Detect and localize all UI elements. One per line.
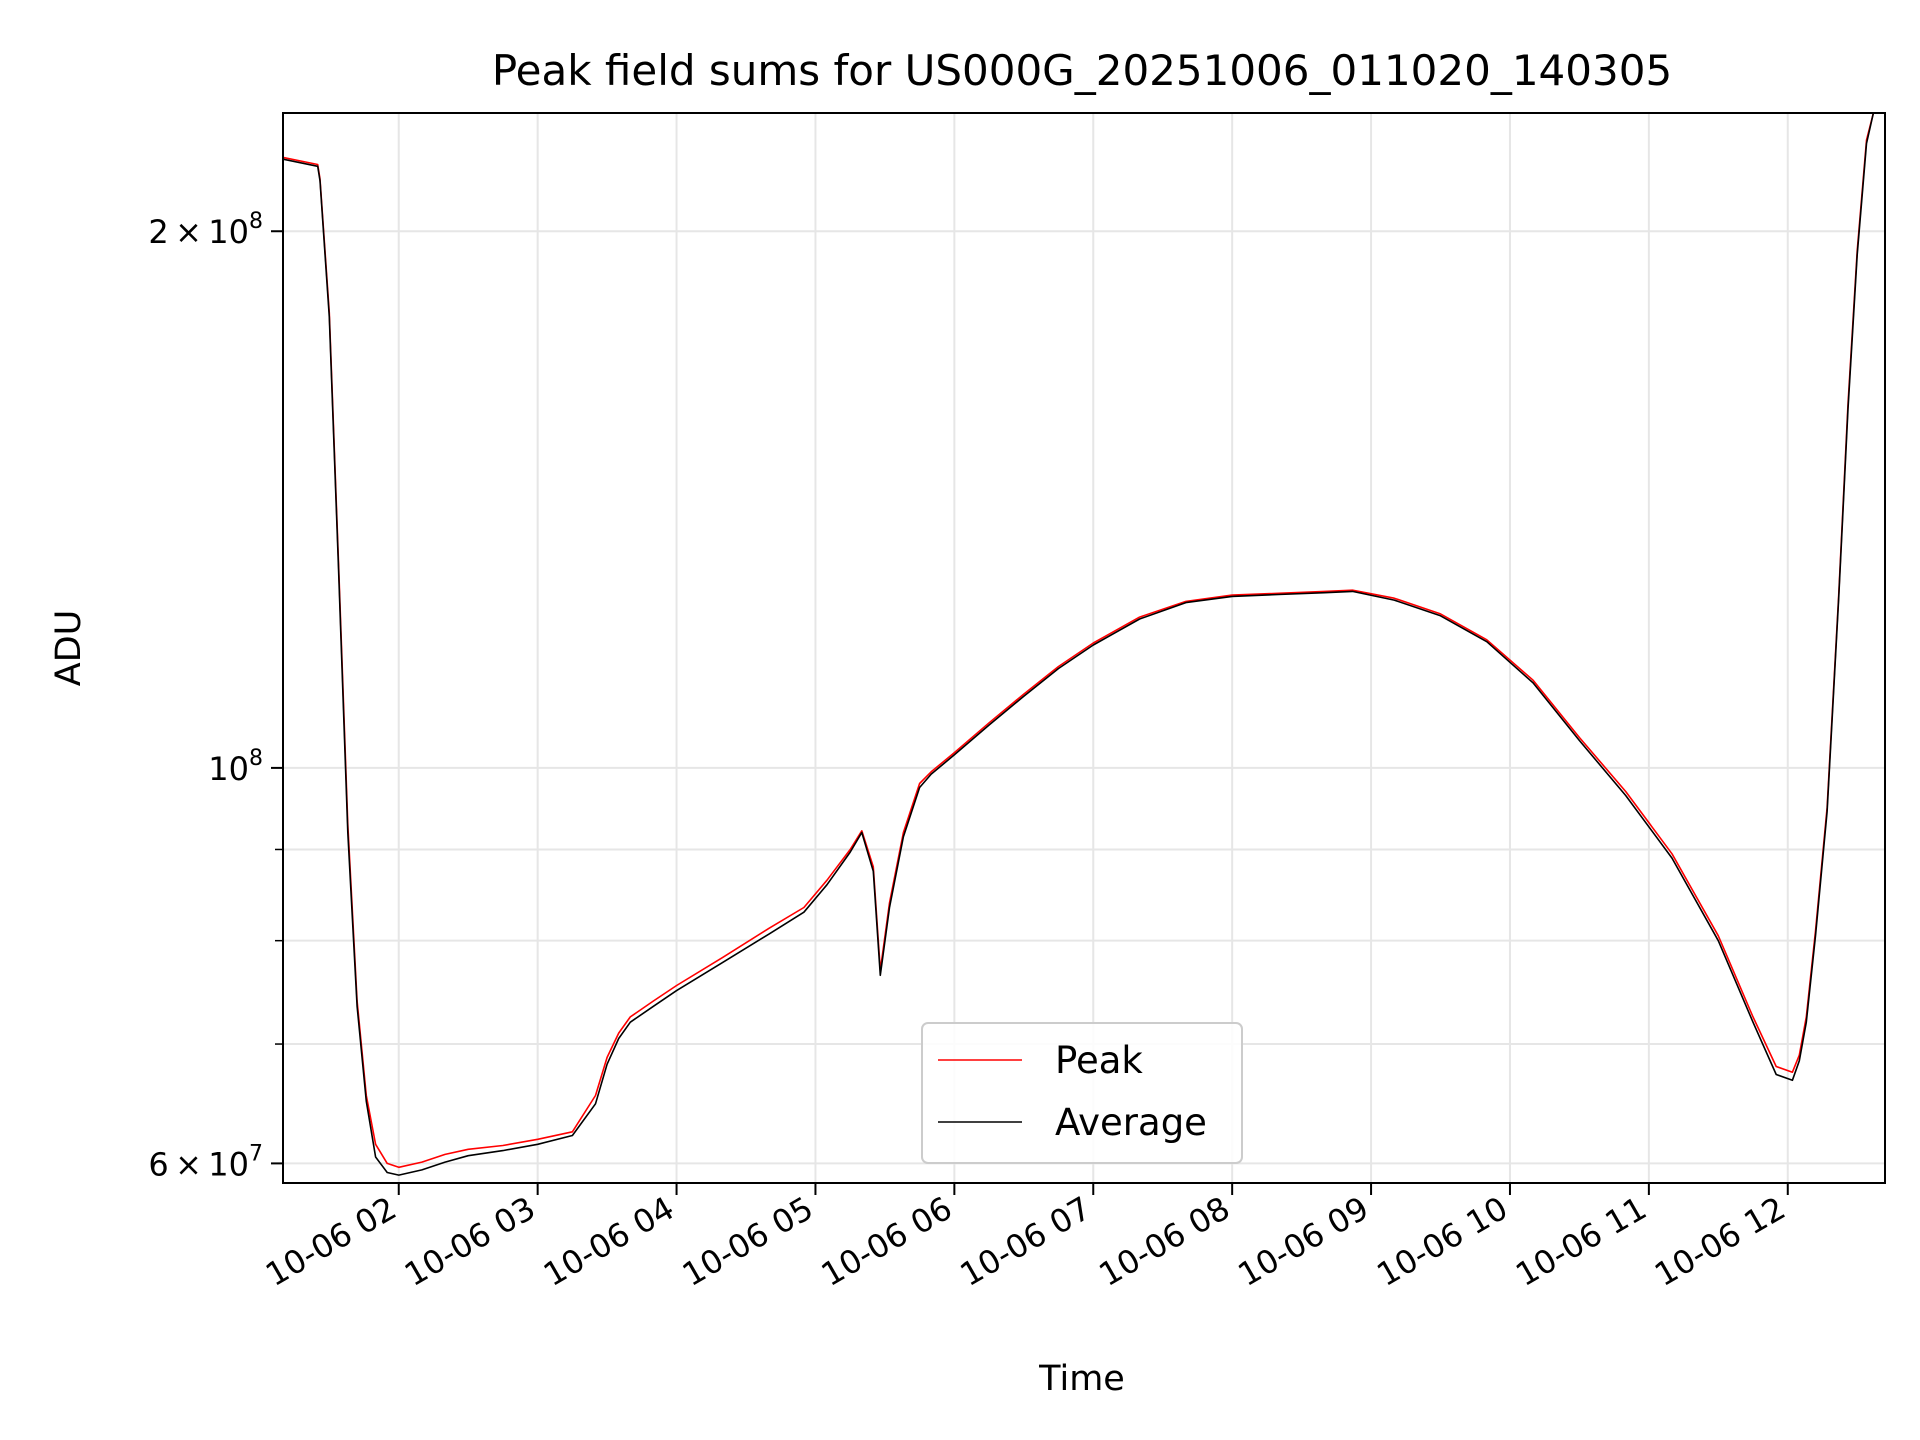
y-tick-label: 108 xyxy=(208,746,263,788)
y-tick-exponent: 8 xyxy=(249,209,263,234)
gridlines xyxy=(283,113,1885,1183)
y-tick-mantissa: 2 xyxy=(148,213,168,251)
y-tick-base: 10 xyxy=(208,1145,249,1183)
legend-box xyxy=(921,1022,1243,1164)
y-tick-exponent: 8 xyxy=(249,746,263,771)
plot-frame xyxy=(282,112,1886,1184)
series-layer xyxy=(283,113,1875,1176)
y-axis-title: ADU xyxy=(49,610,89,687)
legend-label-peak: Peak xyxy=(1055,1039,1143,1082)
y-tick-times: × xyxy=(169,213,209,251)
series-line-peak xyxy=(283,113,1875,1169)
chart-title: Peak field sums for US000G_20251006_0110… xyxy=(492,46,1672,95)
series-line-average xyxy=(283,113,1875,1176)
legend: Peak Average xyxy=(921,1022,1243,1164)
x-axis-title: Time xyxy=(1038,1359,1125,1399)
y-tick-label: 6 × 107 xyxy=(148,1141,263,1183)
y-tick-base: 10 xyxy=(208,750,249,788)
y-tick-mantissa: 6 xyxy=(148,1145,168,1183)
legend-label-average: Average xyxy=(1055,1101,1207,1144)
y-tick-label: 2 × 108 xyxy=(148,209,263,251)
y-tick-times: × xyxy=(169,1145,209,1183)
y-tick-base: 10 xyxy=(208,213,249,251)
y-tick-exponent: 7 xyxy=(249,1141,263,1166)
